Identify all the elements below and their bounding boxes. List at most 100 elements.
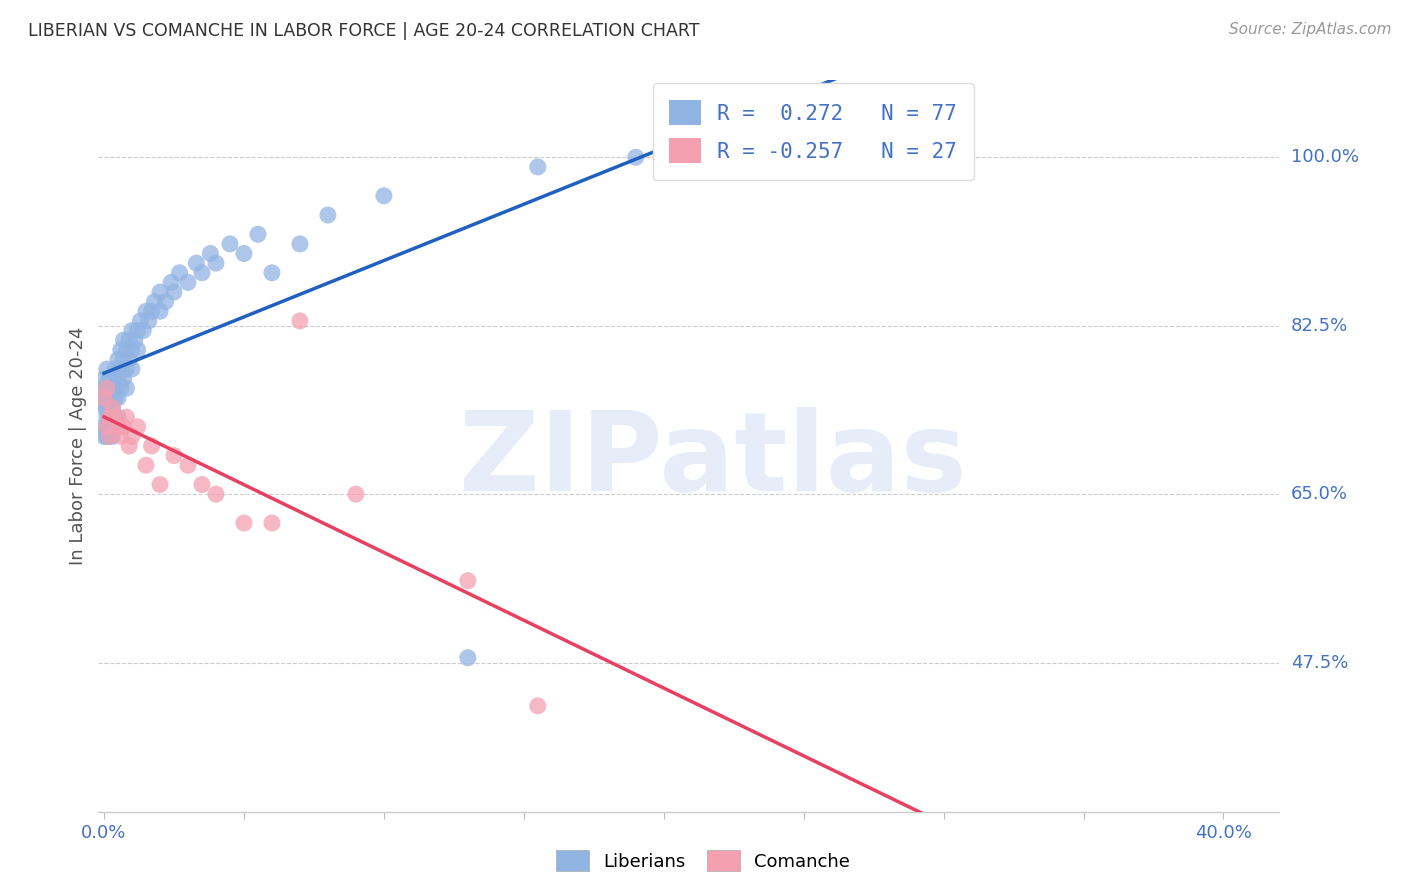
Point: [115, 343, 138, 357]
Point: [457, 650, 479, 665]
Point: [98, 410, 121, 425]
Point: [233, 516, 256, 530]
Point: [129, 314, 152, 328]
Point: [98, 391, 121, 405]
Point: [169, 266, 191, 280]
Point: [98, 419, 121, 434]
Point: [98, 429, 121, 443]
Point: [127, 324, 149, 338]
Point: [115, 362, 138, 376]
Point: [141, 439, 163, 453]
Point: [110, 381, 132, 395]
Point: [104, 410, 127, 425]
Point: [527, 698, 550, 713]
Point: [163, 285, 186, 299]
Point: [93, 381, 115, 395]
Point: [115, 381, 138, 395]
Point: [191, 266, 214, 280]
Point: [121, 429, 143, 443]
Point: [96, 381, 118, 395]
Legend: R =  0.272   N = 77, R = -0.257   N = 27: R = 0.272 N = 77, R = -0.257 N = 27: [652, 83, 974, 180]
Point: [93, 401, 115, 415]
Point: [107, 371, 129, 385]
Point: [107, 419, 129, 434]
Point: [96, 419, 118, 434]
Text: 47.5%: 47.5%: [1291, 654, 1348, 672]
Point: [101, 401, 124, 415]
Y-axis label: In Labor Force | Age 20-24: In Labor Force | Age 20-24: [69, 326, 87, 566]
Point: [104, 391, 127, 405]
Point: [112, 419, 135, 434]
Text: 65.0%: 65.0%: [1291, 485, 1347, 503]
Text: 100.0%: 100.0%: [1291, 148, 1358, 166]
Point: [96, 410, 118, 425]
Point: [115, 410, 138, 425]
Point: [132, 324, 155, 338]
Point: [101, 381, 124, 395]
Point: [124, 333, 146, 347]
Point: [110, 343, 132, 357]
Point: [149, 477, 172, 491]
Point: [121, 362, 143, 376]
Point: [96, 419, 118, 434]
Point: [205, 487, 228, 501]
Point: [149, 285, 172, 299]
Point: [107, 352, 129, 367]
Point: [219, 236, 242, 251]
Point: [143, 294, 166, 309]
Point: [233, 246, 256, 260]
Point: [96, 429, 118, 443]
Point: [104, 362, 127, 376]
Point: [98, 371, 121, 385]
Point: [186, 256, 208, 270]
Point: [191, 477, 214, 491]
Point: [101, 429, 124, 443]
Point: [163, 449, 186, 463]
Point: [121, 324, 143, 338]
Point: [177, 276, 200, 290]
Point: [527, 160, 550, 174]
Point: [457, 574, 479, 588]
Point: [155, 294, 177, 309]
Point: [127, 419, 149, 434]
Point: [104, 381, 127, 395]
Point: [96, 381, 118, 395]
Point: [93, 429, 115, 443]
Point: [98, 381, 121, 395]
Point: [96, 401, 118, 415]
Text: LIBERIAN VS COMANCHE IN LABOR FORCE | AGE 20-24 CORRELATION CHART: LIBERIAN VS COMANCHE IN LABOR FORCE | AG…: [28, 22, 700, 40]
Point: [112, 352, 135, 367]
Point: [107, 410, 129, 425]
Point: [118, 352, 141, 367]
Point: [93, 371, 115, 385]
Point: [93, 391, 115, 405]
Point: [288, 314, 311, 328]
Point: [127, 343, 149, 357]
Point: [135, 304, 157, 318]
Point: [110, 429, 132, 443]
Point: [205, 256, 228, 270]
Point: [104, 410, 127, 425]
Point: [288, 236, 311, 251]
Point: [98, 410, 121, 425]
Point: [624, 150, 647, 164]
Point: [96, 362, 118, 376]
Point: [160, 276, 183, 290]
Point: [107, 391, 129, 405]
Point: [112, 333, 135, 347]
Point: [141, 304, 163, 318]
Legend: Liberians, Comanche: Liberians, Comanche: [548, 843, 858, 879]
Point: [260, 266, 283, 280]
Text: 82.5%: 82.5%: [1291, 317, 1348, 334]
Point: [135, 458, 157, 473]
Point: [177, 458, 200, 473]
Point: [118, 439, 141, 453]
Point: [118, 333, 141, 347]
Point: [149, 304, 172, 318]
Point: [101, 401, 124, 415]
Text: ZIPatlas: ZIPatlas: [458, 407, 966, 514]
Point: [93, 419, 115, 434]
Text: Source: ZipAtlas.com: Source: ZipAtlas.com: [1229, 22, 1392, 37]
Point: [344, 487, 367, 501]
Point: [110, 362, 132, 376]
